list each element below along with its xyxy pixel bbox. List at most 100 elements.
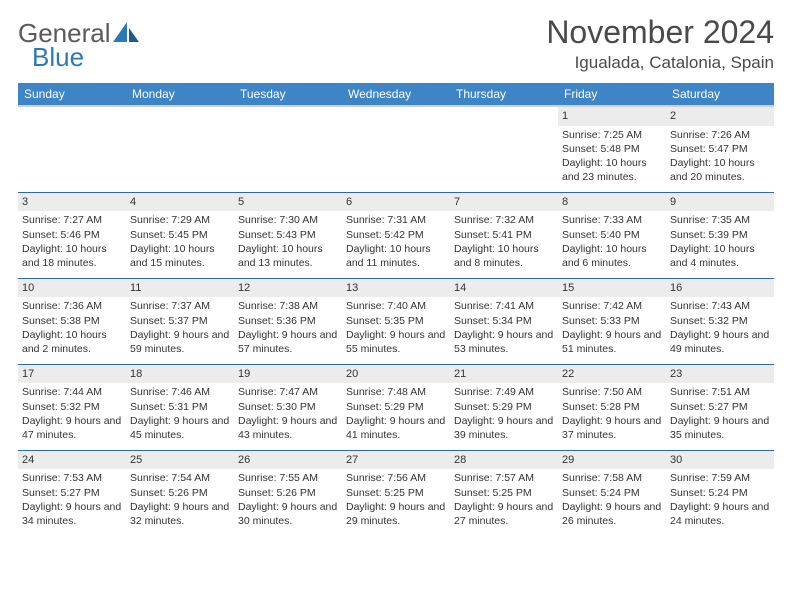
calendar-day-cell: 27Sunrise: 7:56 AMSunset: 5:25 PMDayligh… (342, 450, 450, 536)
day-details: Sunrise: 7:29 AMSunset: 5:45 PMDaylight:… (130, 213, 230, 270)
day-number: 22 (558, 365, 666, 384)
day-details: Sunrise: 7:44 AMSunset: 5:32 PMDaylight:… (22, 385, 122, 442)
day-number: 17 (18, 365, 126, 384)
day-number: 3 (18, 193, 126, 212)
calendar-day-cell: 7Sunrise: 7:32 AMSunset: 5:41 PMDaylight… (450, 192, 558, 278)
weekday-header: Monday (126, 83, 234, 106)
weekday-header: Tuesday (234, 83, 342, 106)
day-number: 23 (666, 365, 774, 384)
daylight-text: Daylight: 10 hours and 2 minutes. (22, 328, 122, 356)
day-details: Sunrise: 7:37 AMSunset: 5:37 PMDaylight:… (130, 299, 230, 356)
sunrise-text: Sunrise: 7:59 AM (670, 471, 770, 485)
calendar-week-row: 17Sunrise: 7:44 AMSunset: 5:32 PMDayligh… (18, 364, 774, 450)
sunset-text: Sunset: 5:43 PM (238, 228, 338, 242)
calendar-day-cell: 9Sunrise: 7:35 AMSunset: 5:39 PMDaylight… (666, 192, 774, 278)
sunset-text: Sunset: 5:32 PM (670, 314, 770, 328)
sunset-text: Sunset: 5:27 PM (670, 400, 770, 414)
day-details: Sunrise: 7:55 AMSunset: 5:26 PMDaylight:… (238, 471, 338, 528)
daylight-text: Daylight: 9 hours and 57 minutes. (238, 328, 338, 356)
day-number: 29 (558, 451, 666, 470)
day-details: Sunrise: 7:36 AMSunset: 5:38 PMDaylight:… (22, 299, 122, 356)
sunrise-text: Sunrise: 7:37 AM (130, 299, 230, 313)
brand-text: General Blue (18, 20, 111, 70)
sunset-text: Sunset: 5:25 PM (346, 486, 446, 500)
day-details: Sunrise: 7:50 AMSunset: 5:28 PMDaylight:… (562, 385, 662, 442)
calendar-day-cell: 8Sunrise: 7:33 AMSunset: 5:40 PMDaylight… (558, 192, 666, 278)
sunrise-text: Sunrise: 7:41 AM (454, 299, 554, 313)
brand-part2: Blue (32, 44, 111, 70)
calendar-day-cell: 5Sunrise: 7:30 AMSunset: 5:43 PMDaylight… (234, 192, 342, 278)
day-details: Sunrise: 7:59 AMSunset: 5:24 PMDaylight:… (670, 471, 770, 528)
day-number: 27 (342, 451, 450, 470)
daylight-text: Daylight: 10 hours and 15 minutes. (130, 242, 230, 270)
calendar-day-cell: 19Sunrise: 7:47 AMSunset: 5:30 PMDayligh… (234, 364, 342, 450)
calendar-day-cell: 10Sunrise: 7:36 AMSunset: 5:38 PMDayligh… (18, 278, 126, 364)
sunset-text: Sunset: 5:28 PM (562, 400, 662, 414)
day-details: Sunrise: 7:47 AMSunset: 5:30 PMDaylight:… (238, 385, 338, 442)
daylight-text: Daylight: 9 hours and 26 minutes. (562, 500, 662, 528)
calendar-day-cell: 24Sunrise: 7:53 AMSunset: 5:27 PMDayligh… (18, 450, 126, 536)
day-number: 12 (234, 279, 342, 298)
sail-icon (113, 22, 139, 42)
day-number: 20 (342, 365, 450, 384)
sunrise-text: Sunrise: 7:46 AM (130, 385, 230, 399)
sunset-text: Sunset: 5:27 PM (22, 486, 122, 500)
day-details: Sunrise: 7:46 AMSunset: 5:31 PMDaylight:… (130, 385, 230, 442)
sunset-text: Sunset: 5:26 PM (238, 486, 338, 500)
sunset-text: Sunset: 5:26 PM (130, 486, 230, 500)
sunrise-text: Sunrise: 7:40 AM (346, 299, 446, 313)
calendar-day-cell: 22Sunrise: 7:50 AMSunset: 5:28 PMDayligh… (558, 364, 666, 450)
sunset-text: Sunset: 5:30 PM (238, 400, 338, 414)
calendar-day-cell: 30Sunrise: 7:59 AMSunset: 5:24 PMDayligh… (666, 450, 774, 536)
calendar-table: SundayMondayTuesdayWednesdayThursdayFrid… (18, 83, 774, 536)
day-number: 15 (558, 279, 666, 298)
sunrise-text: Sunrise: 7:49 AM (454, 385, 554, 399)
day-details: Sunrise: 7:48 AMSunset: 5:29 PMDaylight:… (346, 385, 446, 442)
sunrise-text: Sunrise: 7:44 AM (22, 385, 122, 399)
daylight-text: Daylight: 10 hours and 13 minutes. (238, 242, 338, 270)
sunset-text: Sunset: 5:34 PM (454, 314, 554, 328)
location-subtitle: Igualada, Catalonia, Spain (546, 53, 774, 73)
calendar-day-cell: 14Sunrise: 7:41 AMSunset: 5:34 PMDayligh… (450, 278, 558, 364)
day-number: 21 (450, 365, 558, 384)
daylight-text: Daylight: 9 hours and 29 minutes. (346, 500, 446, 528)
daylight-text: Daylight: 10 hours and 6 minutes. (562, 242, 662, 270)
daylight-text: Daylight: 9 hours and 49 minutes. (670, 328, 770, 356)
sunrise-text: Sunrise: 7:56 AM (346, 471, 446, 485)
sunrise-text: Sunrise: 7:25 AM (562, 128, 662, 142)
daylight-text: Daylight: 10 hours and 20 minutes. (670, 156, 770, 184)
day-details: Sunrise: 7:58 AMSunset: 5:24 PMDaylight:… (562, 471, 662, 528)
calendar-week-row: 10Sunrise: 7:36 AMSunset: 5:38 PMDayligh… (18, 278, 774, 364)
day-details: Sunrise: 7:27 AMSunset: 5:46 PMDaylight:… (22, 213, 122, 270)
sunset-text: Sunset: 5:40 PM (562, 228, 662, 242)
day-details: Sunrise: 7:43 AMSunset: 5:32 PMDaylight:… (670, 299, 770, 356)
sunset-text: Sunset: 5:38 PM (22, 314, 122, 328)
daylight-text: Daylight: 10 hours and 23 minutes. (562, 156, 662, 184)
weekday-header: Wednesday (342, 83, 450, 106)
calendar-week-row: 1Sunrise: 7:25 AMSunset: 5:48 PMDaylight… (18, 106, 774, 192)
day-number: 11 (126, 279, 234, 298)
day-number: 25 (126, 451, 234, 470)
sunrise-text: Sunrise: 7:57 AM (454, 471, 554, 485)
sunset-text: Sunset: 5:39 PM (670, 228, 770, 242)
calendar-day-cell (234, 106, 342, 192)
sunrise-text: Sunrise: 7:29 AM (130, 213, 230, 227)
sunrise-text: Sunrise: 7:38 AM (238, 299, 338, 313)
daylight-text: Daylight: 9 hours and 32 minutes. (130, 500, 230, 528)
day-number: 26 (234, 451, 342, 470)
sunrise-text: Sunrise: 7:53 AM (22, 471, 122, 485)
sunrise-text: Sunrise: 7:50 AM (562, 385, 662, 399)
calendar-day-cell: 29Sunrise: 7:58 AMSunset: 5:24 PMDayligh… (558, 450, 666, 536)
calendar-day-cell: 18Sunrise: 7:46 AMSunset: 5:31 PMDayligh… (126, 364, 234, 450)
day-details: Sunrise: 7:38 AMSunset: 5:36 PMDaylight:… (238, 299, 338, 356)
sunrise-text: Sunrise: 7:42 AM (562, 299, 662, 313)
sunset-text: Sunset: 5:24 PM (562, 486, 662, 500)
sunrise-text: Sunrise: 7:58 AM (562, 471, 662, 485)
day-details: Sunrise: 7:54 AMSunset: 5:26 PMDaylight:… (130, 471, 230, 528)
calendar-day-cell: 15Sunrise: 7:42 AMSunset: 5:33 PMDayligh… (558, 278, 666, 364)
sunrise-text: Sunrise: 7:33 AM (562, 213, 662, 227)
calendar-day-cell (18, 106, 126, 192)
page-header: General Blue November 2024 Igualada, Cat… (18, 14, 774, 73)
sunrise-text: Sunrise: 7:47 AM (238, 385, 338, 399)
day-number: 5 (234, 193, 342, 212)
